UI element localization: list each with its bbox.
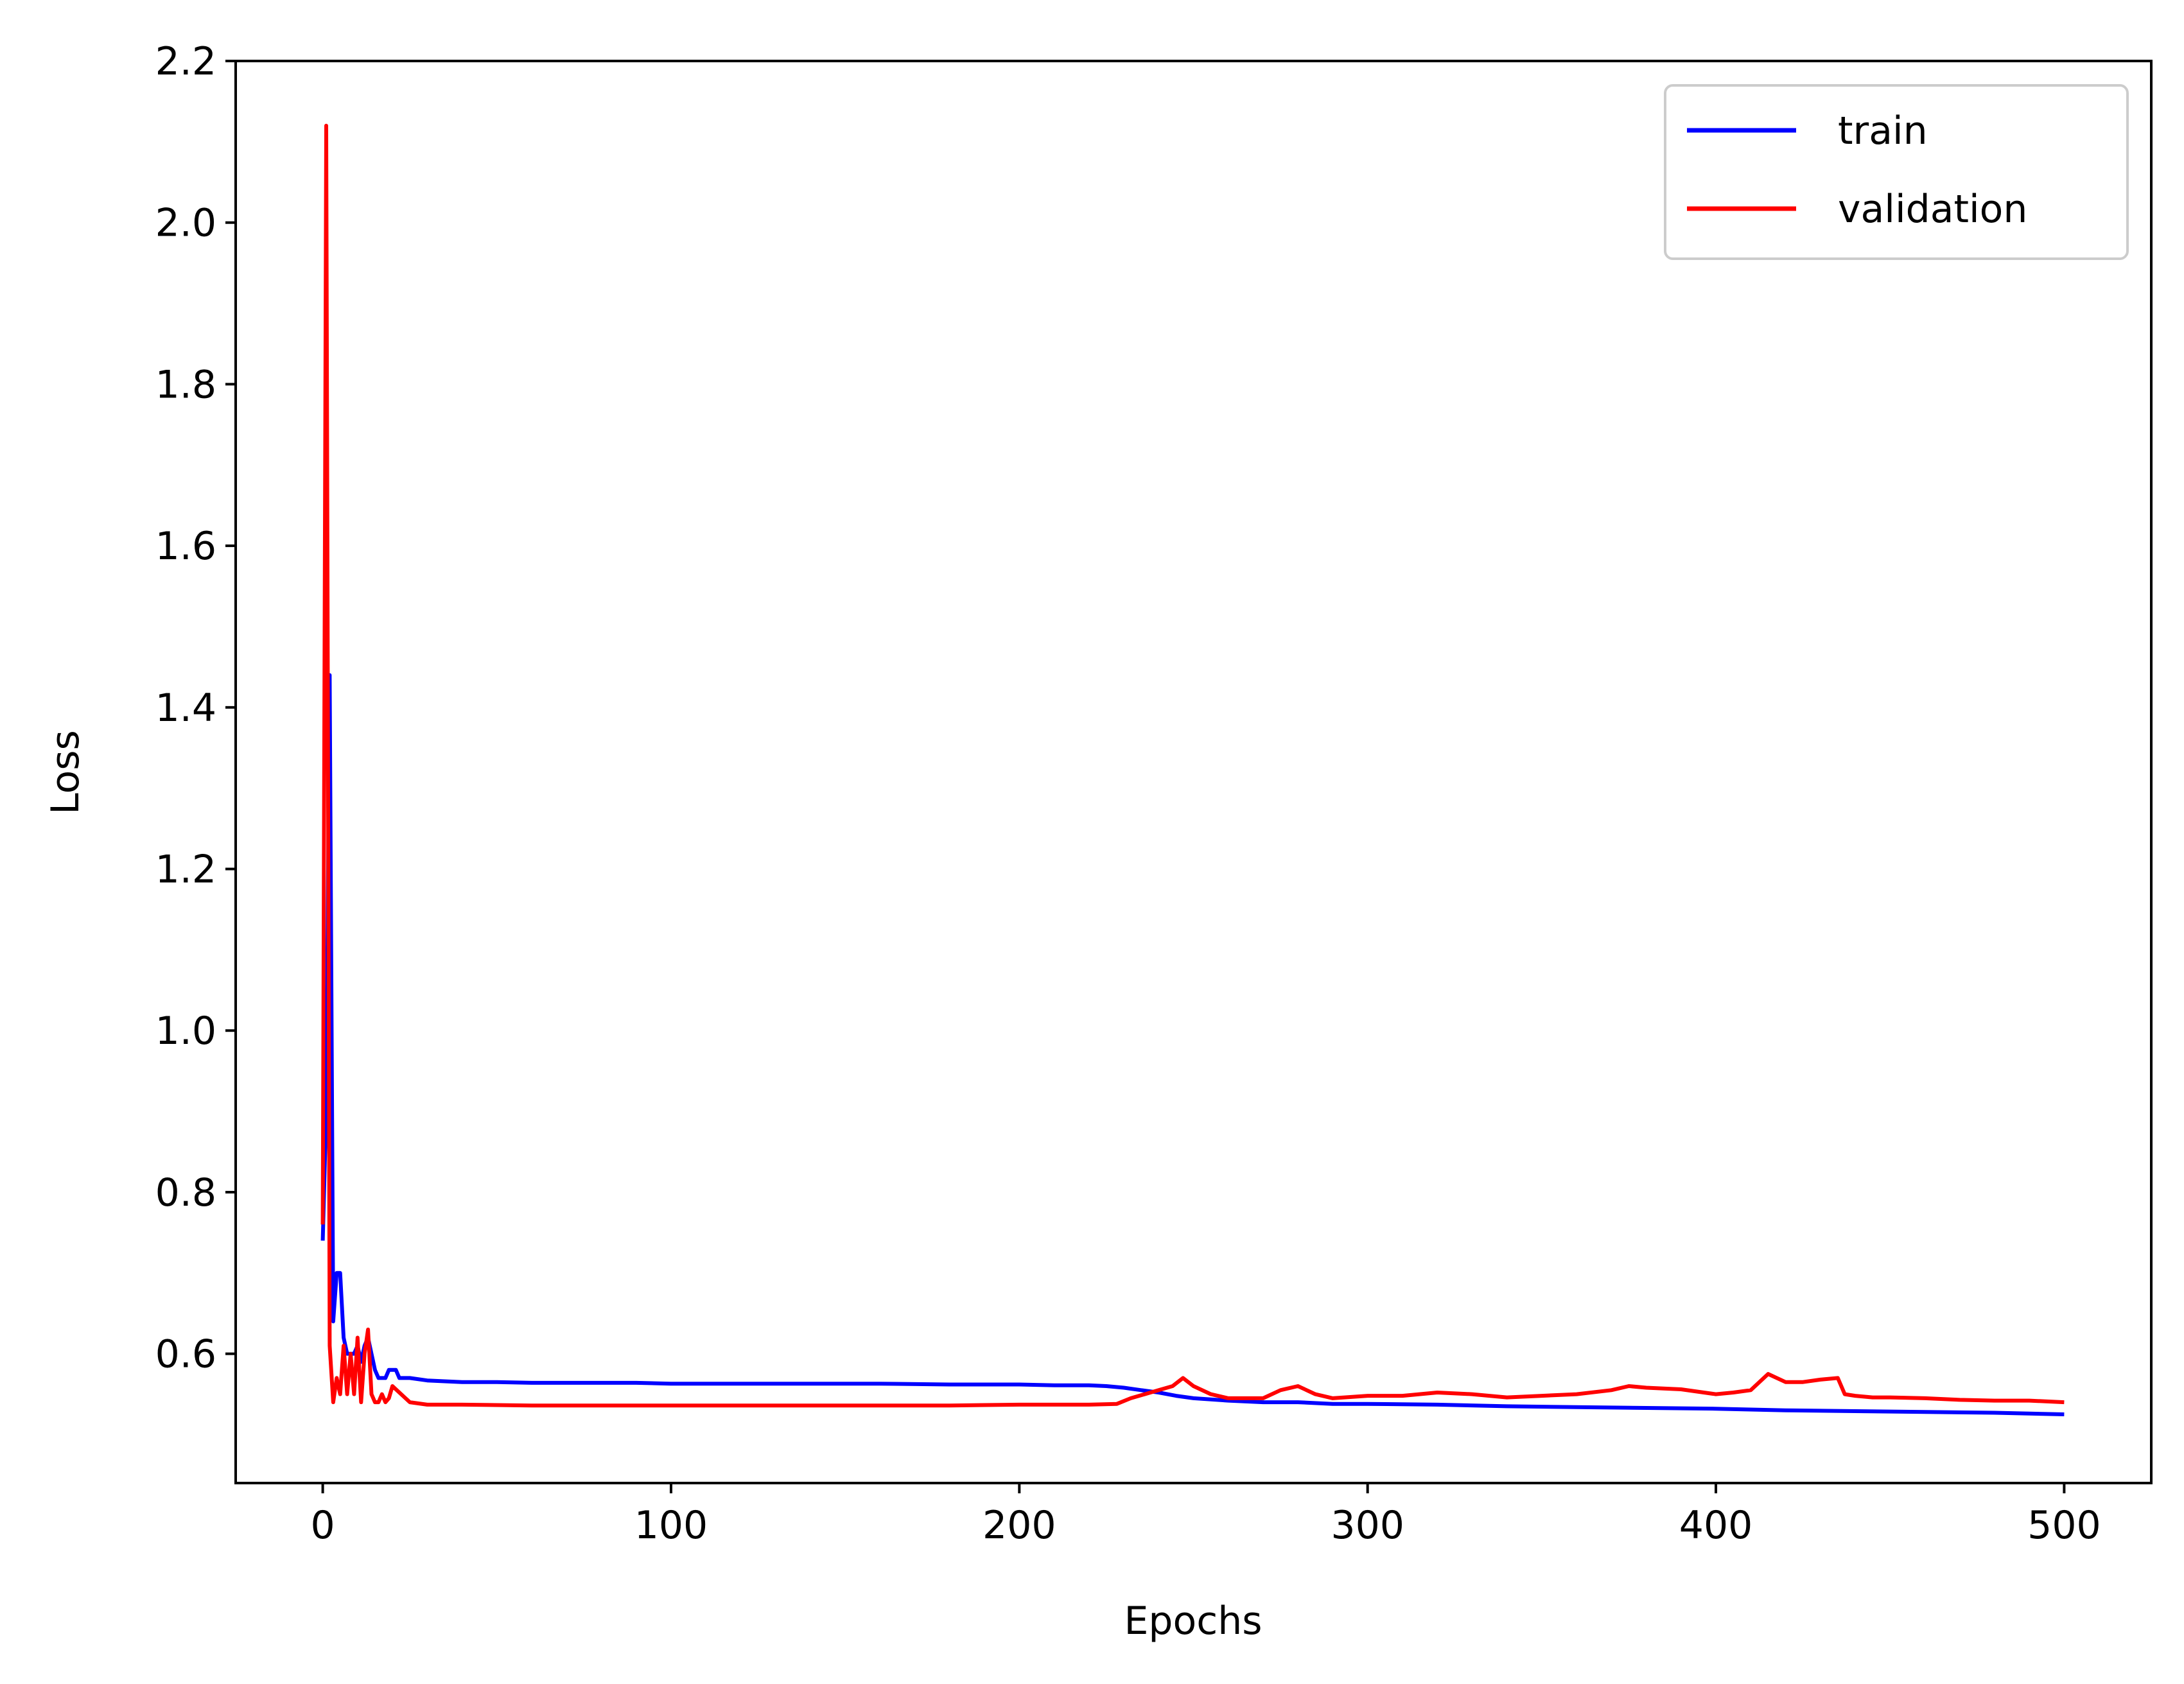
x-tick-label: 300: [1331, 1503, 1404, 1548]
y-tick-label: 1.0: [155, 1009, 216, 1054]
x-tick-label: 400: [1679, 1503, 1753, 1548]
y-tick-label: 2.0: [155, 201, 216, 246]
legend-label-train: train: [1838, 109, 1928, 153]
x-tick-label: 500: [2027, 1503, 2101, 1548]
x-tick-label: 100: [634, 1503, 708, 1548]
series-line-validation: [320, 123, 2065, 1408]
x-axis-ticks: 0 100 200 300 400 500: [310, 1483, 2101, 1548]
y-tick-label: 1.4: [155, 686, 216, 731]
y-tick-label: 2.2: [155, 39, 216, 84]
y-tick-label: 0.6: [155, 1332, 216, 1377]
axes-frame: [234, 60, 2153, 1484]
y-tick-label: 1.6: [155, 524, 216, 569]
x-tick-label: 200: [983, 1503, 1056, 1548]
y-axis-label: Loss: [43, 730, 88, 815]
plot-lines: [320, 123, 2065, 1416]
legend: train validation: [1664, 84, 2129, 260]
legend-label-validation: validation: [1838, 187, 2027, 232]
y-tick-label: 1.8: [155, 362, 216, 407]
y-tick-label: 1.2: [155, 847, 216, 892]
x-axis-label: Epochs: [1124, 1599, 1262, 1644]
x-tick-label: 0: [310, 1503, 335, 1548]
y-tick-label: 0.8: [155, 1170, 216, 1215]
y-axis-ticks: 0.6 0.8 1.0 1.2 1.4 1.6 1.8 2.0 2.2: [155, 39, 236, 1377]
